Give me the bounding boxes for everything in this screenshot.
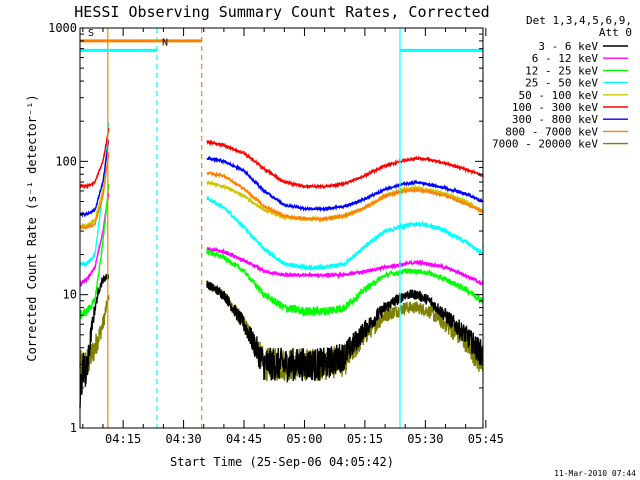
marker-layer: SN bbox=[80, 28, 484, 428]
x-tick-label: 05:15 bbox=[347, 432, 383, 446]
series-800-to-7000keV-line bbox=[79, 152, 484, 230]
legend-label: 6 - 12 keV bbox=[532, 52, 599, 65]
x-tick-label: 04:15 bbox=[105, 432, 141, 446]
legend-label: 50 - 100 keV bbox=[519, 89, 599, 102]
axis-ticks: 04:15 04:30 04:45 05:00 05:15 05:30 05:45 1 10 10… bbox=[48, 21, 504, 446]
legend-label: 25 - 50 keV bbox=[525, 77, 598, 90]
flag-label-s: S bbox=[88, 28, 94, 39]
series-12-to-25keV-line bbox=[79, 184, 484, 320]
legend-label: 800 - 7000 keV bbox=[505, 125, 598, 138]
series-3-to-6keV-line bbox=[79, 273, 484, 409]
x-axis-label: Start Time (25-Sep-06 04:05:42) bbox=[170, 455, 394, 469]
chart-title: HESSI Observing Summary Count Rates, Cor… bbox=[74, 3, 489, 21]
legend-label: 100 - 300 keV bbox=[512, 101, 598, 114]
series-layer bbox=[79, 122, 484, 409]
y-tick-label: 1000 bbox=[48, 21, 77, 35]
legend-label: 7000 - 20000 keV bbox=[492, 138, 598, 151]
legend-label: 3 - 6 keV bbox=[538, 40, 598, 53]
x-tick-label: 05:45 bbox=[468, 432, 504, 446]
plot-frame bbox=[79, 27, 484, 429]
x-tick-label: 05:30 bbox=[407, 432, 443, 446]
y-tick-label: 10 bbox=[63, 288, 77, 302]
flag-label-n: N bbox=[162, 37, 168, 48]
y-axis-label: Corrected Count Rate (s⁻¹ detector⁻¹) bbox=[25, 94, 39, 361]
series-300-to-800keV-line bbox=[79, 140, 484, 218]
legend-header-line1: Det 1,3,4,5,6,9, bbox=[526, 14, 632, 27]
legend-header-line2: Att 0 bbox=[599, 26, 632, 39]
x-tick-label: 05:00 bbox=[286, 432, 322, 446]
x-tick-label: 04:45 bbox=[226, 432, 262, 446]
y-tick-label: 1 bbox=[70, 421, 77, 435]
x-tick-label: 04:30 bbox=[166, 432, 202, 446]
series-100-to-300keV-line bbox=[79, 128, 484, 190]
legend-label: 300 - 800 keV bbox=[512, 113, 598, 126]
legend-label: 12 - 25 keV bbox=[525, 64, 598, 77]
footer-date: 11-Mar-2010 07:44 bbox=[554, 469, 636, 478]
y-tick-label: 100 bbox=[55, 154, 77, 168]
